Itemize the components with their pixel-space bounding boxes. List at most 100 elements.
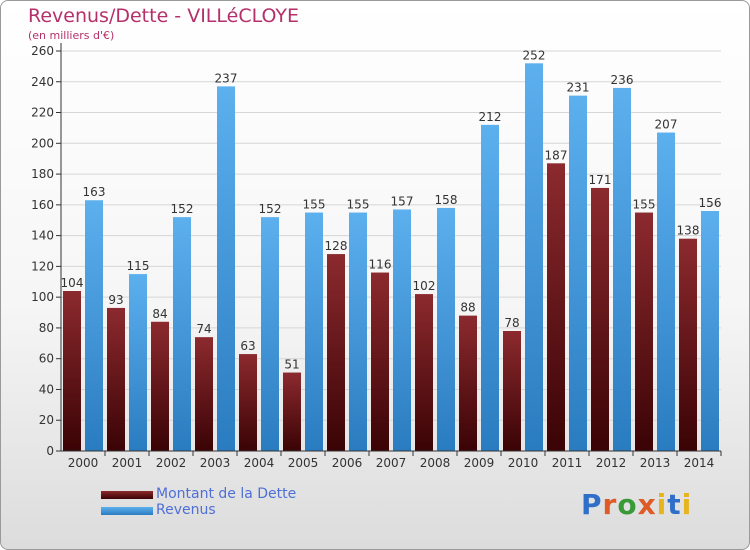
- revenue-bar: [481, 124, 499, 451]
- debt-bar: [239, 354, 257, 451]
- debt-value-label: 74: [196, 322, 211, 336]
- legend-swatch-debt: [101, 491, 153, 499]
- debt-bar: [547, 163, 565, 452]
- x-tick-label: 2001: [112, 456, 143, 470]
- revenue-bar: [569, 95, 587, 451]
- revenue-value-label: 237: [215, 71, 238, 85]
- logo-letter: t: [667, 488, 682, 521]
- revenue-bar: [261, 217, 279, 451]
- logo-letter: o: [617, 488, 638, 521]
- debt-value-label: 63: [240, 339, 255, 353]
- y-tick-label: 260: [31, 44, 54, 58]
- legend-label-debt: Montant de la Dette: [156, 486, 297, 502]
- logo-letter: i: [656, 488, 668, 521]
- debt-value-label: 116: [369, 258, 392, 272]
- revenue-bar: [525, 63, 543, 452]
- y-tick-label: 0: [46, 444, 54, 458]
- debt-bar: [151, 321, 169, 451]
- revenue-value-label: 155: [347, 198, 370, 212]
- x-tick-label: 2003: [200, 456, 231, 470]
- x-tick-label: 2000: [68, 456, 99, 470]
- debt-value-label: 187: [545, 148, 568, 162]
- x-tick-label: 2008: [420, 456, 451, 470]
- axes: 0 20 40 60 80 100 120 140 160 180 200 220 240 260 2000…: [31, 43, 722, 470]
- debt-value-label: 93: [108, 293, 123, 307]
- y-tick-label: 120: [31, 259, 54, 273]
- x-tick-label: 2002: [156, 456, 187, 470]
- y-tick-label: 220: [31, 106, 54, 120]
- x-tick-label: 2009: [464, 456, 495, 470]
- revenue-value-label: 231: [567, 81, 590, 95]
- y-tick-label: 80: [39, 321, 54, 335]
- bars: [63, 63, 719, 452]
- debt-bar: [459, 315, 477, 451]
- proxiti-logo: Proxiti: [581, 488, 692, 521]
- debt-value-label: 155: [633, 198, 656, 212]
- legend-label-revenue: Revenus: [156, 502, 216, 518]
- debt-bar: [371, 272, 389, 451]
- revenue-bar: [305, 212, 323, 451]
- revenue-value-label: 236: [611, 73, 634, 87]
- y-tick-label: 20: [39, 413, 54, 427]
- debt-value-label: 88: [460, 301, 475, 315]
- x-tick-label: 2005: [288, 456, 319, 470]
- revenue-bar: [173, 217, 191, 451]
- debt-bar: [283, 372, 301, 451]
- y-tick-label: 160: [31, 198, 54, 212]
- logo-letter: i: [681, 488, 693, 521]
- revenue-value-label: 163: [83, 185, 106, 199]
- debt-value-label: 138: [677, 224, 700, 238]
- debt-bar: [591, 187, 609, 451]
- x-tick-label: 2012: [596, 456, 627, 470]
- revenue-bar: [657, 132, 675, 452]
- chart-title: Revenus/Dette - VILLéCLOYE: [28, 5, 300, 27]
- revenue-bar: [701, 211, 719, 451]
- revenue-value-label: 155: [303, 198, 326, 212]
- y-tick-label: 240: [31, 75, 54, 89]
- x-tick-label: 2014: [684, 456, 715, 470]
- y-tick-label: 200: [31, 136, 54, 150]
- chart-subtitle: (en milliers d'€): [28, 29, 115, 42]
- debt-value-label: 51: [284, 358, 299, 372]
- revenue-bar: [393, 209, 411, 451]
- logo-letter: r: [602, 488, 618, 521]
- revenue-value-label: 156: [699, 196, 722, 210]
- x-tick-label: 2007: [376, 456, 407, 470]
- x-tick-label: 2011: [552, 456, 583, 470]
- revenue-bar: [349, 212, 367, 451]
- debt-value-label: 128: [325, 239, 348, 253]
- y-tick-label: 140: [31, 229, 54, 243]
- y-tick-label: 180: [31, 167, 54, 181]
- revenue-bar: [437, 207, 455, 451]
- debt-value-label: 78: [504, 316, 519, 330]
- debt-value-label: 84: [152, 307, 167, 321]
- debt-bar: [503, 331, 521, 451]
- x-tick-label: 2004: [244, 456, 275, 470]
- revenue-value-label: 158: [435, 193, 458, 207]
- x-tick-label: 2013: [640, 456, 671, 470]
- debt-value-label: 171: [589, 173, 612, 187]
- revenue-value-label: 152: [171, 202, 194, 216]
- debt-value-label: 102: [413, 279, 436, 293]
- x-tick-label: 2010: [508, 456, 539, 470]
- debt-bar: [63, 291, 81, 451]
- revenue-bar: [85, 200, 103, 451]
- debt-value-label: 104: [61, 276, 84, 290]
- revenue-bar: [129, 274, 147, 451]
- value-labels: 104 163 93 115 84 152 74 237 63 152 51 155 128 155 116…: [61, 48, 722, 371]
- revenue-value-label: 252: [523, 48, 546, 62]
- legend-swatch-revenue: [101, 507, 153, 515]
- debt-bar: [635, 212, 653, 451]
- debt-bar: [415, 294, 433, 451]
- revenue-bar: [613, 87, 631, 451]
- logo-letter: P: [581, 488, 603, 521]
- grid-lines: [61, 50, 721, 421]
- y-tick-label: 60: [39, 352, 54, 366]
- y-tick-label: 100: [31, 290, 54, 304]
- revenue-value-label: 207: [655, 118, 678, 132]
- revenue-value-label: 115: [127, 259, 150, 273]
- revenue-value-label: 152: [259, 202, 282, 216]
- debt-bar: [107, 307, 125, 451]
